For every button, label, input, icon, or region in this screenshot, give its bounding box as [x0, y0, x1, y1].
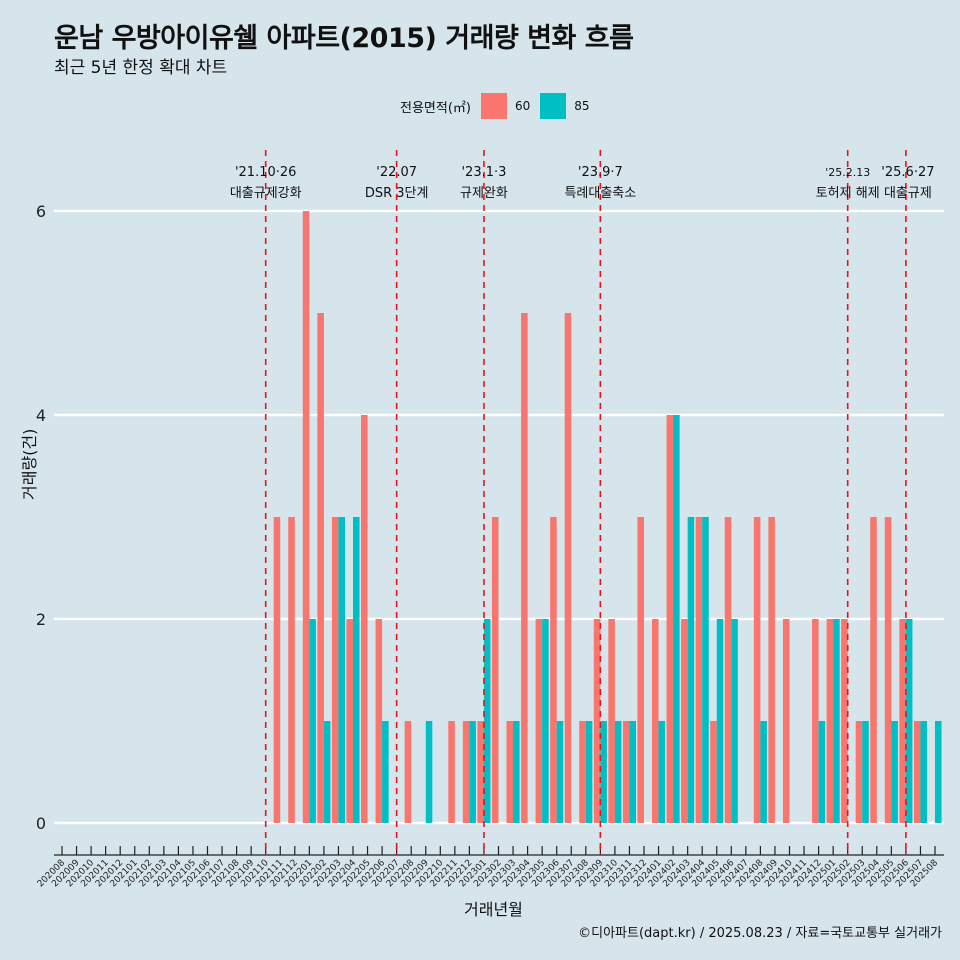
bar-60 — [491, 517, 499, 823]
legend: 전용면적(㎡) 60 85 — [400, 93, 600, 119]
bar-85 — [905, 619, 913, 823]
event-date: '21.10·26 — [235, 165, 296, 180]
bar-60 — [273, 517, 281, 823]
bar-85 — [702, 517, 709, 823]
y-tick-label: 2 — [36, 610, 46, 629]
bar-85 — [483, 619, 491, 823]
bar-60 — [652, 619, 659, 823]
bar-60 — [331, 517, 339, 823]
legend-title: 전용면적(㎡) — [400, 100, 471, 116]
bar-85 — [513, 721, 520, 823]
bar-60 — [506, 721, 514, 823]
bar-60 — [622, 721, 630, 823]
chart-title: 운남 우방아이유쉘 아파트(2015) 거래량 변화 흐름 — [54, 23, 634, 54]
bar-60 — [521, 313, 528, 823]
bar-85 — [309, 619, 316, 823]
bar-85 — [629, 721, 636, 823]
bar-60 — [462, 721, 470, 823]
bar-85 — [556, 721, 564, 823]
bar-85 — [833, 619, 840, 823]
bar-85 — [585, 721, 593, 823]
bar-85 — [382, 721, 389, 823]
event-label: 규제완화 — [460, 186, 508, 201]
bar-60 — [884, 517, 892, 823]
bar-60 — [710, 721, 717, 823]
event-label: 특례대출축소 — [564, 186, 636, 201]
event-label: 토허제 해제 — [816, 186, 880, 201]
legend-key-60 — [480, 93, 507, 119]
bar-60 — [477, 721, 484, 823]
source-caption: ©디아파트(dapt.kr) / 2025.08.23 / 자료=국토교통부 실… — [578, 926, 942, 941]
bar-60 — [564, 313, 572, 823]
bar-60 — [288, 517, 295, 823]
bar-60 — [579, 721, 586, 823]
bar-60 — [361, 415, 368, 823]
bar-60 — [593, 619, 601, 823]
bar-60 — [782, 619, 790, 823]
bar-85 — [716, 619, 724, 823]
bar-60 — [550, 517, 557, 823]
event-date: '23.9·7 — [578, 165, 623, 180]
bar-85 — [673, 415, 680, 823]
bar-60 — [768, 517, 775, 823]
event-date: '22.07 — [376, 165, 417, 180]
bar-60 — [724, 517, 732, 823]
bar-60 — [637, 517, 644, 823]
bar-60 — [608, 619, 615, 823]
x-axis-label: 거래년월 — [464, 900, 523, 919]
bar-60 — [870, 517, 877, 823]
bar-85 — [920, 721, 927, 823]
chart-subtitle: 최근 5년 한정 확대 차트 — [54, 58, 228, 78]
bar-85 — [469, 721, 476, 823]
event-date: '25.6·27 — [881, 165, 934, 180]
bar-85 — [760, 721, 767, 823]
event-date: '25.2.13 — [825, 166, 870, 179]
event-label: 대출규제강화 — [230, 186, 302, 201]
bar-85 — [891, 721, 898, 823]
event-label: DSR 3단계 — [365, 186, 429, 201]
bar-60 — [899, 619, 906, 823]
bar-85 — [935, 721, 942, 823]
bar-85 — [614, 721, 622, 823]
y-tick-label: 0 — [36, 814, 46, 833]
y-axis-label: 거래량(건) — [20, 428, 39, 500]
bar-85 — [353, 517, 360, 823]
bar-85 — [862, 721, 869, 823]
bar-60 — [448, 721, 455, 823]
bar-60 — [346, 619, 353, 823]
bar-60 — [681, 619, 688, 823]
legend-key-85 — [540, 93, 567, 119]
bar-85 — [542, 619, 549, 823]
bar-60 — [404, 721, 412, 823]
legend-label-60: 60 — [514, 99, 531, 113]
y-tick-label: 4 — [36, 406, 46, 425]
bar-60 — [841, 619, 848, 823]
bar-85 — [323, 721, 331, 823]
bar-60 — [695, 517, 703, 823]
bar-60 — [666, 415, 674, 823]
bar-60 — [826, 619, 834, 823]
bar-60 — [317, 313, 324, 823]
bar-60 — [812, 619, 819, 823]
bar-85 — [731, 619, 738, 823]
y-tick-label: 6 — [36, 202, 46, 221]
bar-85 — [338, 517, 345, 823]
bar-60 — [302, 211, 310, 823]
bar-85 — [658, 721, 666, 823]
event-label: 대출규제 — [884, 186, 932, 201]
bar-85 — [687, 517, 695, 823]
bar-85 — [600, 721, 607, 823]
bar-60 — [535, 619, 543, 823]
bar-60 — [913, 721, 921, 823]
bar-60 — [375, 619, 383, 823]
legend-label-85: 85 — [574, 99, 590, 113]
bar-85 — [818, 721, 826, 823]
bar-60 — [855, 721, 863, 823]
event-date: '23.1·3 — [461, 165, 506, 180]
bar-60 — [753, 517, 761, 823]
bar-85 — [425, 721, 433, 823]
